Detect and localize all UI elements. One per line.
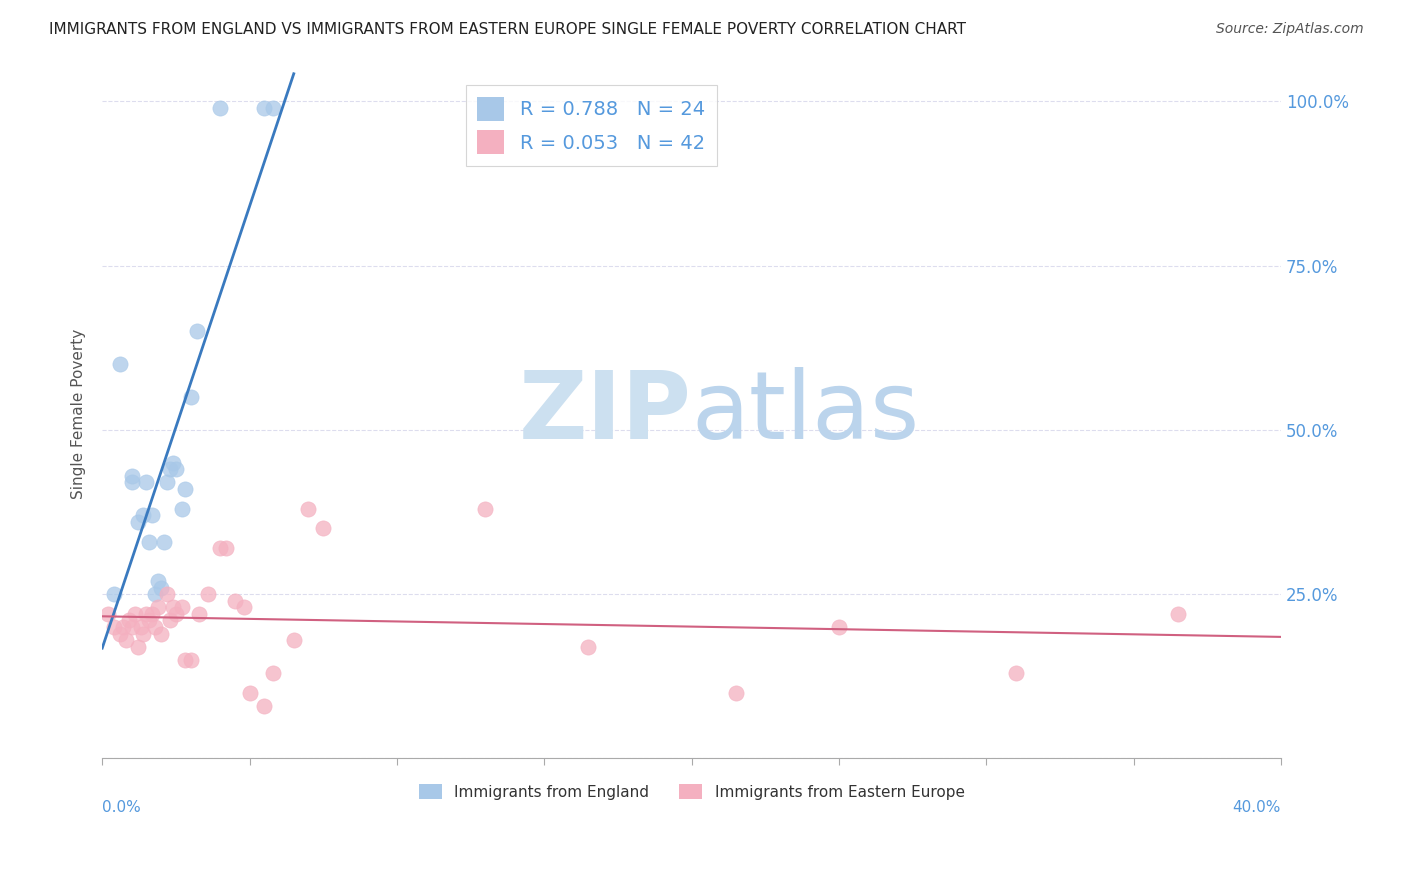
- Point: [150, 626, 173, 640]
- Point: [215, 541, 238, 555]
- Point: [165, 607, 187, 621]
- Point: [173, 482, 195, 496]
- Point: [1004, 665, 1026, 680]
- Point: [262, 665, 284, 680]
- Point: [132, 508, 155, 523]
- Text: ZIP: ZIP: [519, 368, 692, 459]
- Y-axis label: Single Female Poverty: Single Female Poverty: [72, 328, 86, 499]
- Point: [253, 698, 276, 713]
- Point: [724, 686, 747, 700]
- Point: [238, 686, 260, 700]
- Point: [103, 587, 125, 601]
- Point: [170, 600, 193, 615]
- Point: [283, 633, 305, 648]
- Point: [148, 600, 170, 615]
- Point: [135, 475, 157, 490]
- Text: IMMIGRANTS FROM ENGLAND VS IMMIGRANTS FROM EASTERN EUROPE SINGLE FEMALE POVERTY : IMMIGRANTS FROM ENGLAND VS IMMIGRANTS FR…: [49, 22, 966, 37]
- Point: [153, 534, 176, 549]
- Point: [111, 620, 134, 634]
- Point: [180, 653, 202, 667]
- Point: [312, 521, 335, 535]
- Point: [188, 607, 211, 621]
- Point: [159, 462, 181, 476]
- Point: [148, 574, 170, 588]
- Point: [150, 581, 173, 595]
- Point: [159, 613, 181, 627]
- Point: [97, 607, 120, 621]
- Point: [262, 101, 284, 115]
- Point: [127, 640, 149, 654]
- Text: 40.0%: 40.0%: [1233, 800, 1281, 814]
- Point: [828, 620, 851, 634]
- Point: [162, 456, 184, 470]
- Point: [141, 607, 163, 621]
- Point: [180, 390, 202, 404]
- Point: [121, 620, 143, 634]
- Point: [121, 468, 143, 483]
- Point: [143, 620, 166, 634]
- Point: [297, 501, 319, 516]
- Point: [141, 508, 163, 523]
- Point: [253, 101, 276, 115]
- Point: [224, 593, 246, 607]
- Point: [165, 462, 187, 476]
- Point: [103, 620, 125, 634]
- Point: [132, 626, 155, 640]
- Point: [186, 324, 208, 338]
- Point: [114, 633, 136, 648]
- Point: [121, 475, 143, 490]
- Point: [138, 534, 160, 549]
- Text: 0.0%: 0.0%: [103, 800, 141, 814]
- Point: [578, 640, 600, 654]
- Point: [162, 600, 184, 615]
- Point: [129, 620, 152, 634]
- Point: [173, 653, 195, 667]
- Point: [209, 541, 232, 555]
- Point: [474, 501, 496, 516]
- Point: [108, 357, 131, 371]
- Point: [209, 101, 232, 115]
- Point: [127, 515, 149, 529]
- Text: Source: ZipAtlas.com: Source: ZipAtlas.com: [1216, 22, 1364, 37]
- Point: [156, 475, 179, 490]
- Point: [143, 587, 166, 601]
- Point: [232, 600, 254, 615]
- Point: [156, 587, 179, 601]
- Point: [1167, 607, 1189, 621]
- Point: [108, 626, 131, 640]
- Legend: R = 0.788   N = 24, R = 0.053   N = 42: R = 0.788 N = 24, R = 0.053 N = 42: [465, 85, 717, 166]
- Text: atlas: atlas: [692, 368, 920, 459]
- Point: [138, 613, 160, 627]
- Point: [170, 501, 193, 516]
- Point: [124, 607, 146, 621]
- Point: [118, 613, 141, 627]
- Point: [197, 587, 219, 601]
- Point: [135, 607, 157, 621]
